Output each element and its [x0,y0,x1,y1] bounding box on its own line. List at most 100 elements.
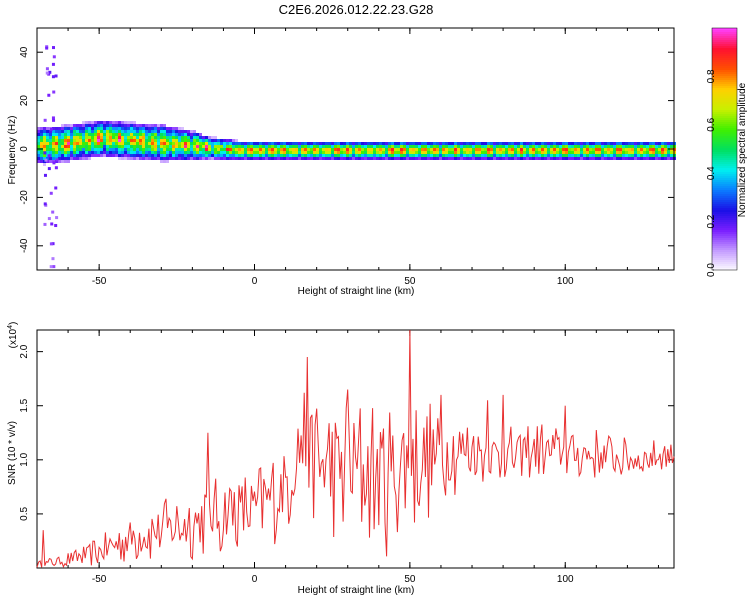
heatmap-cell [502,148,505,151]
heatmap-cell [196,142,199,145]
heatmap-cell [76,148,79,151]
heatmap-cell [82,133,85,136]
heatmap-cell [172,127,175,130]
heatmap-cell [313,142,316,145]
heatmap-cell [145,142,148,145]
heatmap-cell [331,157,334,160]
heatmap-cell [178,151,181,154]
heatmap-cell [163,151,166,154]
heatmap-cell [52,151,55,154]
heatmap-cell [532,145,535,148]
heatmap-cell [160,136,163,139]
heatmap-cell [322,151,325,154]
heatmap-cell [268,142,271,145]
heatmap-cell [472,145,475,148]
heatmap-cell [151,157,154,160]
heatmap-cell [151,124,154,127]
heatmap-cell [109,133,112,136]
heatmap-cell [250,148,253,151]
heatmap-cell [64,142,67,145]
heatmap-cell [154,124,157,127]
heatmap-cell [151,145,154,148]
heatmap-cell [82,154,85,157]
heatmap-cell [145,130,148,133]
heatmap-cell [517,154,520,157]
heatmap-cell [361,145,364,148]
heatmap-cell [310,151,313,154]
heatmap-cell [157,136,160,139]
heatmap-cell [169,157,172,160]
colorbar-cell [712,120,737,122]
heatmap-cell [457,154,460,157]
heatmap-cell [64,127,67,130]
heatmap-cell [364,148,367,151]
heatmap-cell [85,127,88,130]
heatmap-cell [109,154,112,157]
heatmap-cell [79,133,82,136]
heatmap-cell [454,145,457,148]
colorbar-cell [712,110,737,112]
heatmap-cell [136,157,139,160]
heatmap-cell [64,148,67,151]
heatmap-cell [484,151,487,154]
heatmap-cell [301,145,304,148]
heatmap-cell [610,142,613,145]
heatmap-cell [157,142,160,145]
heatmap-cell [127,145,130,148]
heatmap-cell [664,157,667,160]
heatmap-cell [94,145,97,148]
heatmap-cell [589,145,592,148]
heatmap-cell [151,136,154,139]
heatmap-cell [148,157,151,160]
heatmap-cell [319,157,322,160]
heatmap-cell [55,127,58,130]
heatmap-cell [466,154,469,157]
heatmap-cell [478,148,481,151]
heatmap-cell [382,151,385,154]
heatmap-cell [577,157,580,160]
colorbar-cell [712,200,737,202]
heatmap-cell [139,142,142,145]
heatmap-cell [52,157,55,160]
heatmap-cell [238,148,241,151]
colorbar-cell [712,108,737,110]
heatmap-cell [409,145,412,148]
heatmap-cell [571,145,574,148]
heatmap-cell [214,136,217,139]
figure-title: C2E6.2026.012.22.23.G28 [279,2,434,17]
heatmap-cell [94,124,97,127]
heatmap-cell [64,154,67,157]
heatmap-cell [472,154,475,157]
heatmap-cell [430,151,433,154]
heatmap-cell [538,148,541,151]
heatmap-cell [433,154,436,157]
heatmap-cell [637,145,640,148]
heatmap-cell [232,142,235,145]
heatmap-cell [589,151,592,154]
heatmap-cell [400,151,403,154]
heatmap-cell [112,145,115,148]
heatmap-cell [325,157,328,160]
heatmap-cell [490,148,493,151]
heatmap-cell [250,157,253,160]
heatmap-cell [50,222,54,226]
heatmap-cell [301,157,304,160]
heatmap-cell [115,145,118,148]
heatmap-cell [274,142,277,145]
heatmap-cell [46,130,49,133]
heatmap-cell [628,151,631,154]
heatmap-cell [196,133,199,136]
heatmap-cell [355,145,358,148]
heatmap-cell [43,142,46,145]
heatmap-cell [301,148,304,151]
heatmap-cell [565,142,568,145]
heatmap-cell [166,139,169,142]
heatmap-cell [46,160,49,163]
heatmap-cell [91,130,94,133]
heatmap-cell [364,145,367,148]
heatmap-cell [241,157,244,160]
heatmap-cell [61,154,64,157]
heatmap-cell [493,142,496,145]
heatmap-cell [67,148,70,151]
heatmap-cell [421,157,424,160]
